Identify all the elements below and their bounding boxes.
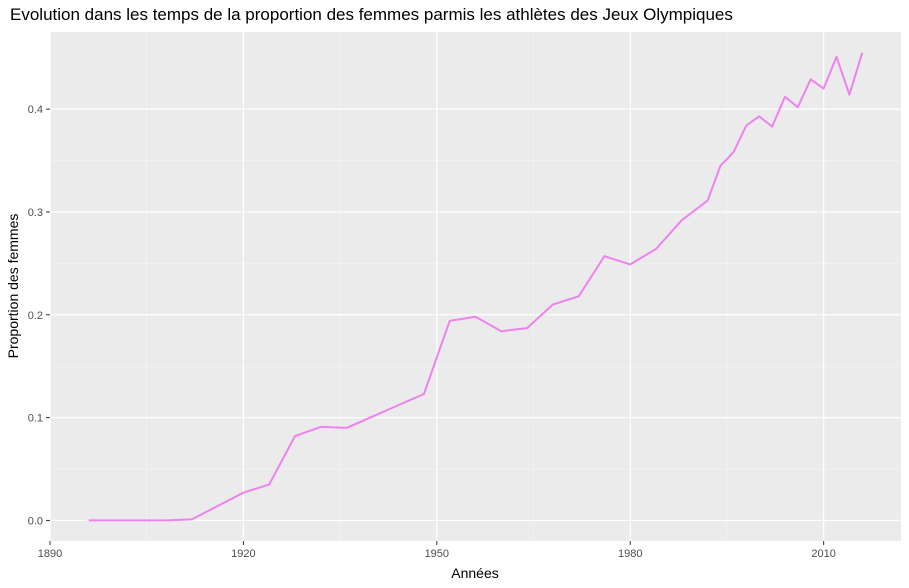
plot-background [50, 32, 901, 541]
axis-ticks: 1890 1920 1950 1980 2010 0.0 0.1 0.2 0.3 0.4 [28, 104, 836, 560]
y-tick-label: 0.1 [28, 413, 43, 425]
series-line [88, 52, 864, 522]
series-layer [88, 52, 864, 522]
major-gridlines [49, 32, 901, 541]
y-tick-label: 0.3 [28, 207, 43, 219]
x-axis-title: Années [451, 565, 498, 581]
y-tick-label: 0.4 [28, 104, 43, 116]
y-axis-title: Proportion des femmes [5, 214, 21, 359]
chart-title: Evolution dans les temps de la proportio… [10, 5, 733, 24]
minor-gridlines [50, 32, 901, 541]
x-tick-label: 2010 [811, 548, 835, 560]
x-tick-label: 1950 [425, 548, 449, 560]
y-tick-label: 0.2 [28, 310, 43, 322]
x-tick-label: 1920 [231, 548, 255, 560]
y-tick-label: 0.0 [28, 515, 43, 527]
x-tick-label: 1890 [38, 548, 62, 560]
x-tick-label: 1980 [618, 548, 642, 560]
